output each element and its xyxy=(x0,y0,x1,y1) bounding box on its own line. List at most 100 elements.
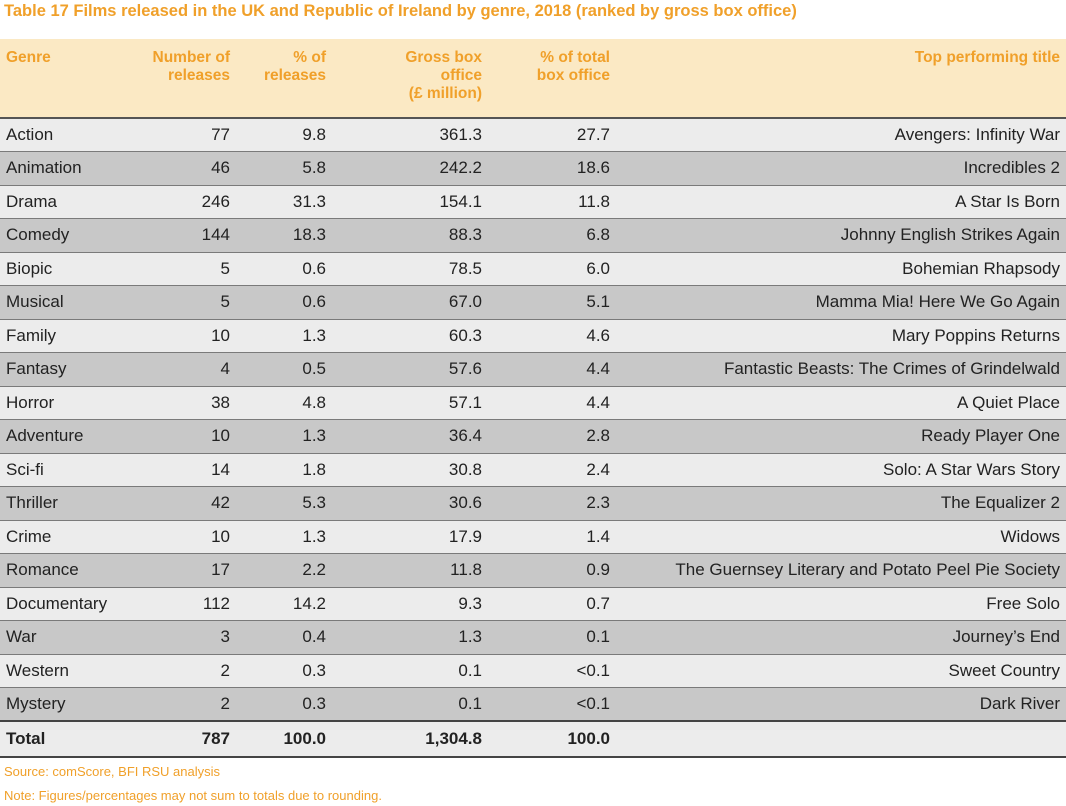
cell-number-of-releases: 42 xyxy=(128,486,236,520)
cell-genre: War xyxy=(0,620,128,654)
cell-pct-of-total-box-office: 2.3 xyxy=(488,486,616,520)
table-row: Action 77 9.8 361.3 27.7 Avengers: Infin… xyxy=(0,117,1066,152)
table-row: Drama 246 31.3 154.1 11.8 A Star Is Born xyxy=(0,184,1066,219)
table-row: Family 10 1.3 60.3 4.6 Mary Poppins Retu… xyxy=(0,318,1066,353)
cell-pct-of-total-box-office: 2.4 xyxy=(488,452,616,487)
cell-top-performing-title: Johnny English Strikes Again xyxy=(616,218,1066,252)
header-gross-box-office: Gross box office (£ million) xyxy=(405,49,482,102)
cell-gross-box-office: 17.9 xyxy=(332,519,488,554)
header-number-of-releases: Number of releases xyxy=(152,49,231,84)
cell-number-of-releases: 10 xyxy=(128,519,236,554)
cell-number-of-releases: 112 xyxy=(128,586,236,621)
table-body: Action 77 9.8 361.3 27.7 Avengers: Infin… xyxy=(0,117,1066,758)
cell-pct-of-total-box-office: 4.6 xyxy=(488,318,616,353)
cell-pct-of-total-box-office: 6.0 xyxy=(488,251,616,286)
table-row: Comedy 144 18.3 88.3 6.8 Johnny English … xyxy=(0,218,1066,252)
cell-pct-of-releases: 0.4 xyxy=(236,620,332,654)
cell-top-performing-title: Fantastic Beasts: The Crimes of Grindelw… xyxy=(616,352,1066,386)
table-row: Musical 5 0.6 67.0 5.1 Mamma Mia! Here W… xyxy=(0,285,1066,319)
cell-pct-of-releases: 14.2 xyxy=(236,586,332,621)
cell-top-performing-title: Mamma Mia! Here We Go Again xyxy=(616,285,1066,319)
header-pct-of-releases: % of releases xyxy=(263,49,326,84)
cell-pct-of-total-box-office: 1.4 xyxy=(488,519,616,554)
total-number-of-releases: 787 xyxy=(128,720,236,758)
table-row: Documentary 112 14.2 9.3 0.7 Free Solo xyxy=(0,586,1066,621)
cell-genre: Romance xyxy=(0,553,128,587)
cell-pct-of-total-box-office: <0.1 xyxy=(488,653,616,688)
cell-gross-box-office: 0.1 xyxy=(332,653,488,688)
cell-top-performing-title: Avengers: Infinity War xyxy=(616,117,1066,152)
header-genre: Genre xyxy=(6,49,51,66)
cell-pct-of-releases: 0.3 xyxy=(236,653,332,688)
rounding-note: Note: Figures/percentages may not sum to… xyxy=(4,788,382,803)
cell-pct-of-total-box-office: 4.4 xyxy=(488,352,616,386)
total-top-performing-title xyxy=(616,720,1066,758)
cell-pct-of-releases: 5.8 xyxy=(236,151,332,185)
table-row: Biopic 5 0.6 78.5 6.0 Bohemian Rhapsody xyxy=(0,251,1066,286)
table-row: Adventure 10 1.3 36.4 2.8 Ready Player O… xyxy=(0,419,1066,453)
cell-pct-of-releases: 0.3 xyxy=(236,687,332,721)
cell-number-of-releases: 4 xyxy=(128,352,236,386)
cell-pct-of-total-box-office: 0.9 xyxy=(488,553,616,587)
cell-genre: Mystery xyxy=(0,687,128,721)
cell-genre: Horror xyxy=(0,385,128,420)
cell-pct-of-releases: 18.3 xyxy=(236,218,332,252)
cell-gross-box-office: 36.4 xyxy=(332,419,488,453)
genre-table: Genre Number of releases % of releases Gro… xyxy=(0,39,1066,758)
cell-pct-of-releases: 1.3 xyxy=(236,419,332,453)
cell-gross-box-office: 78.5 xyxy=(332,251,488,286)
cell-top-performing-title: Journey’s End xyxy=(616,620,1066,654)
cell-gross-box-office: 1.3 xyxy=(332,620,488,654)
cell-pct-of-releases: 4.8 xyxy=(236,385,332,420)
total-row: Total 787 100.0 1,304.8 100.0 xyxy=(0,720,1066,758)
cell-pct-of-total-box-office: 5.1 xyxy=(488,285,616,319)
cell-number-of-releases: 2 xyxy=(128,687,236,721)
cell-genre: Crime xyxy=(0,519,128,554)
source-note: Source: comScore, BFI RSU analysis xyxy=(4,764,221,779)
cell-pct-of-total-box-office: 0.1 xyxy=(488,620,616,654)
cell-gross-box-office: 361.3 xyxy=(332,117,488,152)
cell-top-performing-title: Incredibles 2 xyxy=(616,151,1066,185)
cell-pct-of-releases: 5.3 xyxy=(236,486,332,520)
header-pct-of-total-box-office: % of total box office xyxy=(536,49,610,84)
cell-gross-box-office: 30.6 xyxy=(332,486,488,520)
cell-number-of-releases: 246 xyxy=(128,184,236,219)
cell-top-performing-title: Bohemian Rhapsody xyxy=(616,251,1066,286)
cell-pct-of-releases: 0.5 xyxy=(236,352,332,386)
cell-genre: Documentary xyxy=(0,586,128,621)
cell-pct-of-total-box-office: <0.1 xyxy=(488,687,616,721)
cell-gross-box-office: 88.3 xyxy=(332,218,488,252)
cell-pct-of-releases: 9.8 xyxy=(236,117,332,152)
cell-number-of-releases: 5 xyxy=(128,251,236,286)
cell-gross-box-office: 57.6 xyxy=(332,352,488,386)
header-top-performing-title: Top performing title xyxy=(914,49,1060,66)
cell-top-performing-title: Dark River xyxy=(616,687,1066,721)
cell-number-of-releases: 17 xyxy=(128,553,236,587)
cell-pct-of-total-box-office: 6.8 xyxy=(488,218,616,252)
cell-gross-box-office: 30.8 xyxy=(332,452,488,487)
table-row: Fantasy 4 0.5 57.6 4.4 Fantastic Beasts:… xyxy=(0,352,1066,386)
cell-genre: Drama xyxy=(0,184,128,219)
cell-gross-box-office: 154.1 xyxy=(332,184,488,219)
cell-gross-box-office: 60.3 xyxy=(332,318,488,353)
cell-number-of-releases: 14 xyxy=(128,452,236,487)
cell-top-performing-title: The Guernsey Literary and Potato Peel Pi… xyxy=(616,553,1066,587)
cell-top-performing-title: Ready Player One xyxy=(616,419,1066,453)
cell-number-of-releases: 10 xyxy=(128,318,236,353)
total-label: Total xyxy=(0,720,128,758)
table-row: Horror 38 4.8 57.1 4.4 A Quiet Place xyxy=(0,385,1066,420)
cell-number-of-releases: 2 xyxy=(128,653,236,688)
cell-pct-of-total-box-office: 4.4 xyxy=(488,385,616,420)
cell-genre: Family xyxy=(0,318,128,353)
cell-genre: Western xyxy=(0,653,128,688)
cell-top-performing-title: A Quiet Place xyxy=(616,385,1066,420)
cell-top-performing-title: Widows xyxy=(616,519,1066,554)
cell-pct-of-releases: 1.3 xyxy=(236,318,332,353)
total-pct-of-total-box-office: 100.0 xyxy=(488,720,616,758)
table-row: Animation 46 5.8 242.2 18.6 Incredibles … xyxy=(0,151,1066,185)
cell-number-of-releases: 144 xyxy=(128,218,236,252)
cell-pct-of-total-box-office: 18.6 xyxy=(488,151,616,185)
cell-pct-of-releases: 0.6 xyxy=(236,251,332,286)
cell-pct-of-total-box-office: 2.8 xyxy=(488,419,616,453)
cell-number-of-releases: 10 xyxy=(128,419,236,453)
